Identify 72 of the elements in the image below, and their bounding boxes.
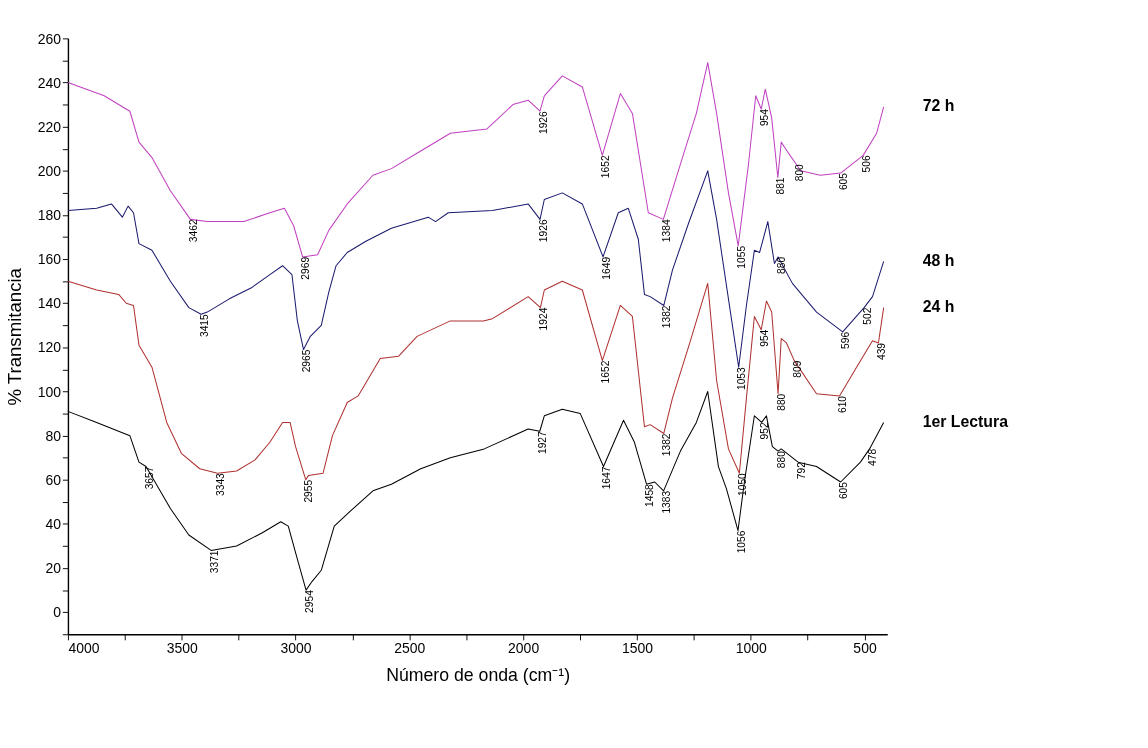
annotation: 1383: [661, 490, 673, 514]
annotation: 605: [838, 172, 850, 191]
y-tick-label: 100: [37, 383, 62, 400]
annotation: 3462: [187, 219, 199, 243]
text: 72 h: [922, 97, 955, 115]
annotation: 952: [759, 422, 771, 440]
annotation: 2969: [300, 256, 312, 280]
annotation: 439: [875, 342, 887, 361]
annotation: 1652: [599, 155, 611, 179]
annotation: 2955: [303, 479, 315, 503]
text: 24 h: [922, 298, 955, 316]
annotation: 1926: [537, 110, 549, 135]
x-tick-label: 500: [853, 640, 877, 657]
x-axis-title: Número de onda (cm⁻¹): [386, 665, 571, 686]
annotation: 809: [791, 360, 803, 378]
y-tick-label: 60: [45, 471, 62, 488]
annotation: 792: [795, 461, 807, 480]
annotation: 881: [775, 177, 787, 195]
y-tick-label: 180: [37, 207, 62, 224]
annotation: 1053: [736, 366, 748, 391]
text: 1er Lectura: [922, 413, 1009, 431]
annotation: 1055: [735, 245, 747, 269]
y-tick-label: 20: [45, 560, 62, 577]
annotation: 880: [775, 393, 787, 411]
annotation: 1382: [661, 305, 673, 329]
annotation: 954: [758, 329, 770, 347]
annotation: 2954: [303, 589, 315, 613]
annotation: 3415: [198, 313, 210, 338]
y-tick-label: 140: [37, 295, 62, 312]
x-tick-label: 1500: [621, 640, 654, 657]
x-tick-label: 4000: [68, 640, 100, 657]
annotation: 1382: [661, 433, 673, 457]
annotation: 1647: [601, 466, 613, 490]
x-tick-label: 2500: [394, 640, 426, 657]
annotation: 880: [775, 256, 787, 274]
y-tick-label: 200: [37, 162, 62, 179]
y-tick-label: 0: [53, 604, 62, 621]
x-tick-label: 2000: [508, 640, 540, 657]
y-tick-label: 120: [37, 339, 62, 356]
y-tick-label: 80: [45, 427, 62, 444]
y-tick-label: 40: [45, 516, 62, 533]
annotation: 2965: [301, 349, 313, 373]
annotation: 1384: [660, 219, 672, 243]
annotation: 1927: [537, 430, 549, 455]
y-tick-label: 240: [37, 74, 62, 91]
annotation: 954: [758, 108, 770, 127]
annotation: 1649: [600, 256, 612, 280]
annotation: 1050: [736, 472, 748, 496]
x-tick-label: 3000: [280, 640, 312, 657]
annotation: 596: [840, 331, 852, 350]
annotation: 800: [793, 163, 805, 182]
y-tick-label: 160: [37, 251, 62, 268]
annotation: 3343: [215, 472, 227, 496]
annotation: 1652: [599, 360, 611, 384]
annotation: 1924: [537, 307, 549, 331]
annotation: 478: [867, 448, 879, 466]
text: 48 h: [922, 251, 955, 269]
annotation: 3657: [143, 466, 155, 490]
annotation: 506: [860, 155, 872, 173]
x-tick-label: 3500: [166, 640, 198, 657]
annotation: 1926: [537, 219, 549, 243]
annotation: 610: [837, 395, 849, 414]
y-axis-title: % Transmitancia: [3, 267, 25, 406]
y-tick-label: 220: [37, 118, 62, 135]
x-tick-label: 1000: [735, 640, 767, 657]
y-tick-label: 260: [37, 30, 62, 47]
annotation: 502: [861, 307, 873, 325]
annotation: 1056: [735, 530, 747, 554]
annotation: 880: [775, 450, 787, 469]
annotation: 3371: [208, 550, 220, 574]
annotation: 1458: [644, 483, 656, 507]
annotation: 605: [838, 481, 850, 500]
